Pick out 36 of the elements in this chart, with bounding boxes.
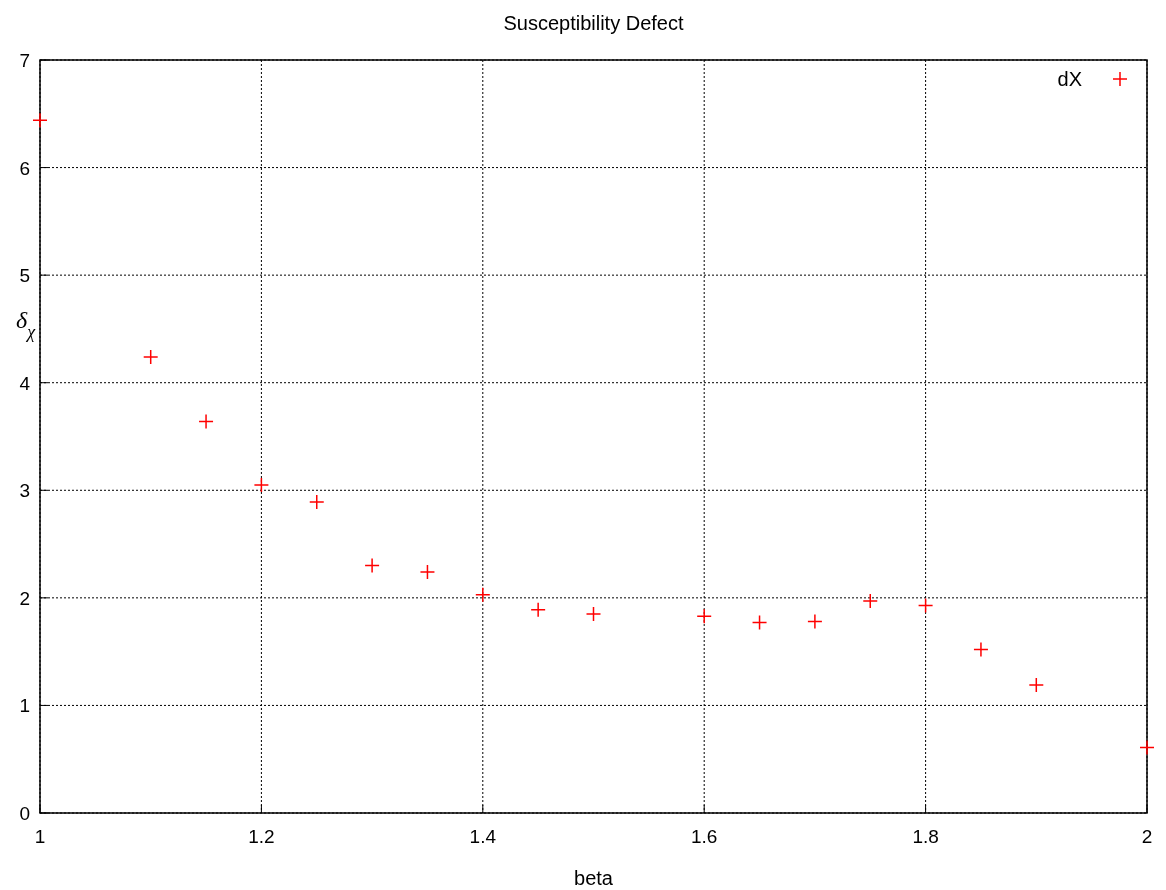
point [751,614,768,631]
y-tick-label: 2 [19,587,30,609]
y-axis-title: δ$_{χ}$ [16,307,37,342]
point [530,601,546,618]
y-tick-label: 6 [19,157,30,179]
x-tick-label: 1.4 [469,826,497,847]
point [198,413,214,430]
point [862,593,878,609]
x-tick-label: 2 [1141,826,1153,847]
x-tick-label: 1.6 [690,826,718,847]
y-tick-label: 4 [19,372,31,394]
point [309,494,325,510]
point [1139,739,1155,756]
x-tick-label: 1.8 [912,826,939,847]
y-tick-label: 3 [19,480,30,502]
point [142,349,159,365]
chart-title: Susceptibility Defect [503,12,684,34]
point [973,641,989,658]
point [419,564,436,580]
y-tick-label: 1 [19,695,30,717]
point [917,597,934,614]
point [807,613,823,630]
point [253,477,270,493]
legend-label: dX [1057,68,1082,90]
y-tick-label: 5 [19,265,30,287]
point [475,586,491,603]
point [32,112,48,128]
y-tick-label: 0 [19,803,30,824]
point [696,608,712,624]
point [364,557,380,574]
x-axis-title: beta [574,867,614,889]
y-tick-label: 7 [19,50,30,71]
x-tick-label: 1 [34,826,46,847]
x-tick-label: 1.2 [248,826,275,847]
point [585,606,602,622]
point [1028,677,1045,693]
